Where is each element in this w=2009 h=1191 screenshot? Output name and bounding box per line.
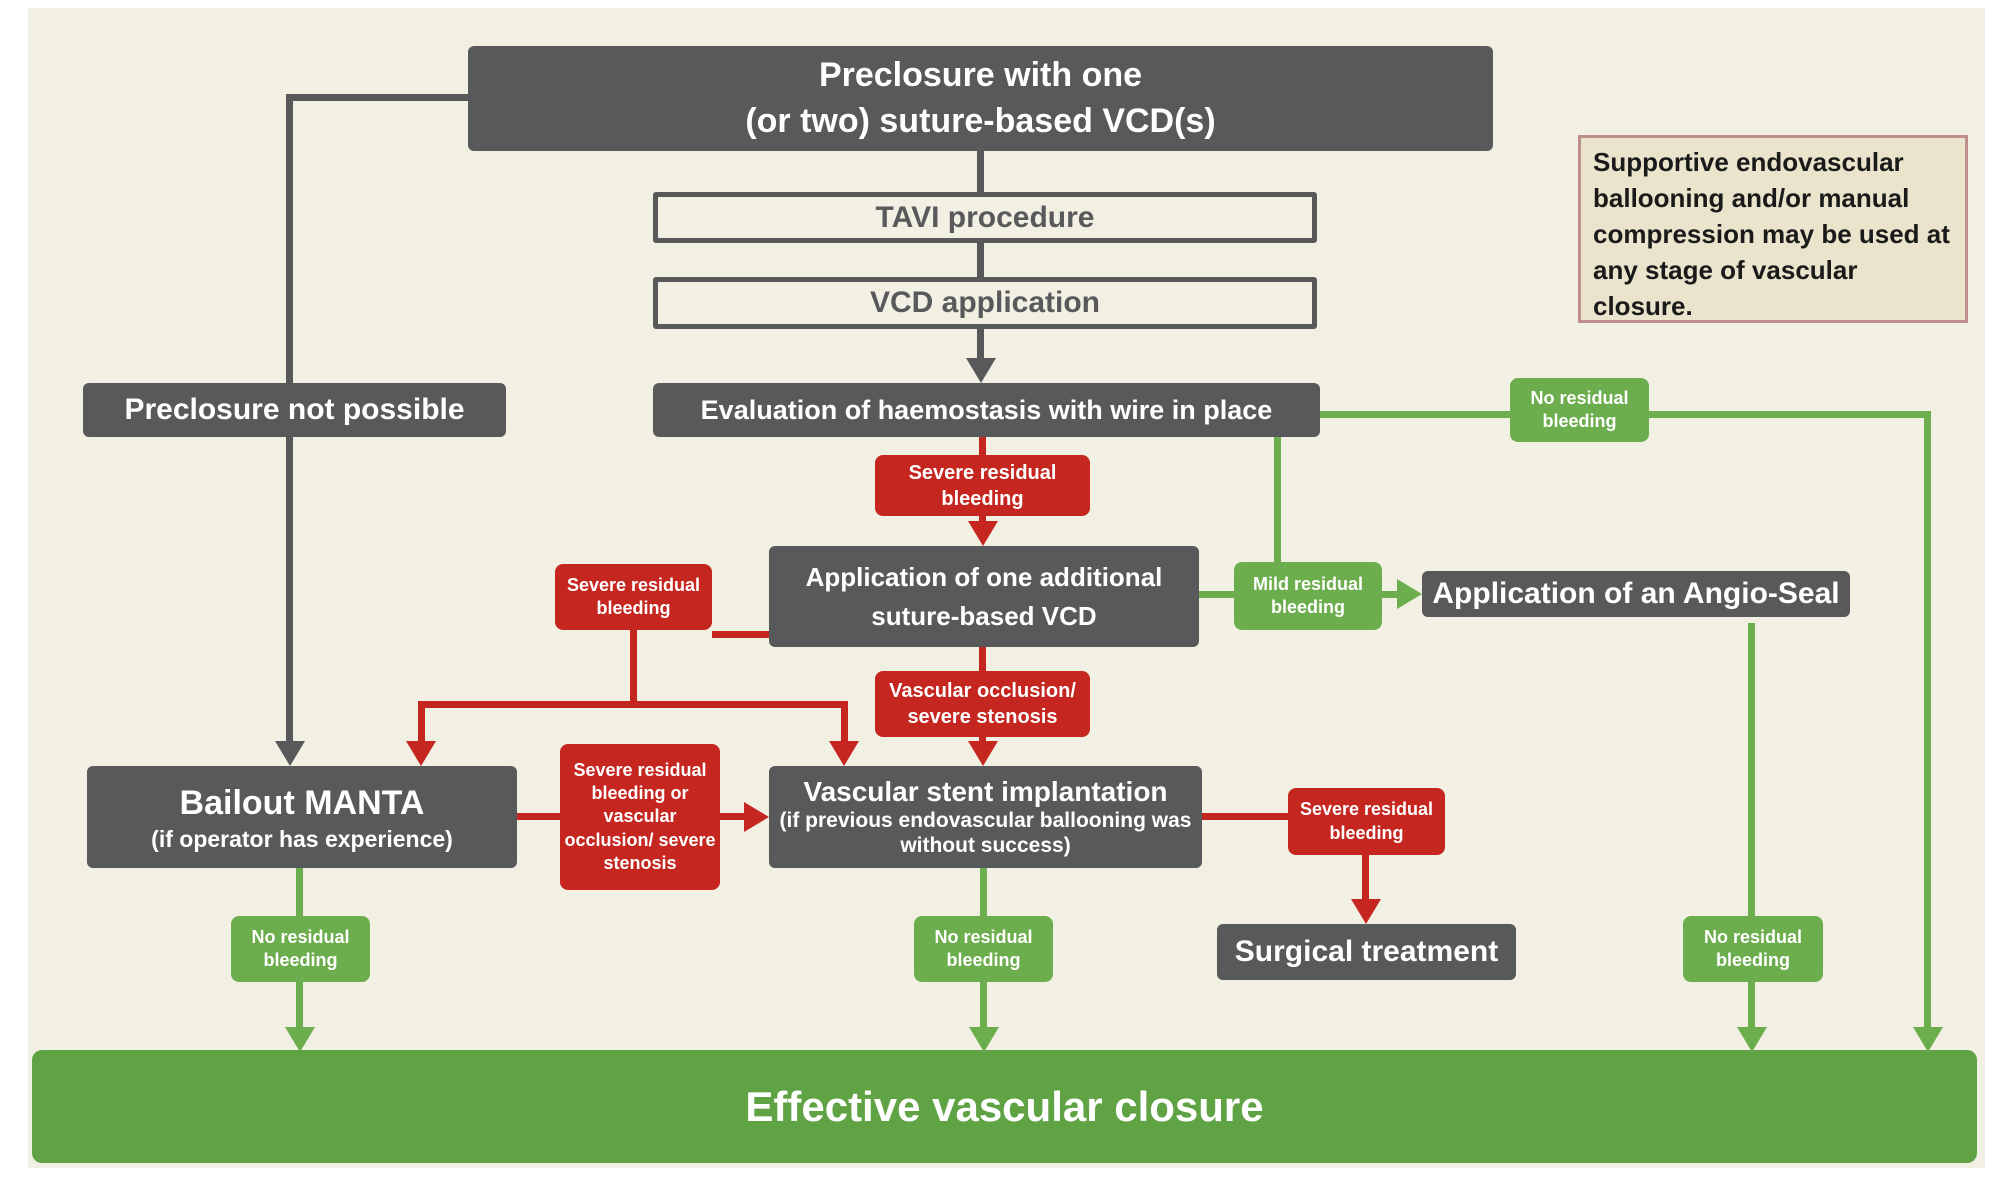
chip-mild-residual-label: Mild residual bleeding [1252, 573, 1364, 617]
arrowhead-into-manta-red [406, 741, 436, 766]
arrowhead-into-stent-center [968, 741, 998, 766]
connector-evaluation-to-mild [1274, 437, 1281, 562]
node-preclosure: Preclosure with one (or two) suture-base… [468, 46, 1493, 151]
node-manta-title: Bailout MANTA [179, 783, 425, 822]
chip-no-residual-top-label: No residual bleeding [1530, 387, 1629, 431]
note-text: Supportive endovascular ballooning and/o… [1593, 147, 1950, 321]
chip-no-residual-mid-label: No residual bleeding [934, 926, 1033, 970]
connector-red-drop-to-stent [841, 701, 848, 744]
chip-no-residual-top: No residual bleeding [1510, 378, 1649, 442]
connector-manta-to-severe-box [517, 813, 560, 820]
node-vcd-application: VCD application [653, 277, 1317, 329]
connector-severe-right-drop [1362, 855, 1369, 900]
node-additional-suture-vcd: Application of one additional suture-bas… [769, 546, 1199, 647]
connector-severe-left-to-additional-vcd [712, 631, 769, 638]
node-preclosure-line1: Preclosure with one [818, 55, 1143, 94]
arrowhead-into-bar-manta [285, 1027, 315, 1052]
node-angio-seal-label: Application of an Angio-Seal [1432, 577, 1840, 610]
node-effective-closure-label: Effective vascular closure [745, 1082, 1264, 1130]
connector-tavi-to-vcd [977, 243, 984, 277]
arrowhead-into-bar-angioseal [1737, 1027, 1767, 1052]
node-vcd-label: VCD application [869, 286, 1101, 319]
note-supportive-ballooning: Supportive endovascular ballooning and/o… [1578, 135, 1968, 323]
node-preclosure-not-possible-label: Preclosure not possible [124, 393, 465, 426]
chip-no-residual-left-label: No residual bleeding [251, 926, 350, 970]
arrowhead-into-bar-far-right [1913, 1027, 1943, 1052]
chip-mild-residual: Mild residual bleeding [1234, 562, 1382, 630]
connector-severe-box-to-stent [720, 813, 745, 820]
node-angio-seal: Application of an Angio-Seal [1422, 571, 1850, 617]
arrowhead-into-angioseal [1397, 579, 1422, 609]
connector-severe-left-drop [630, 630, 637, 705]
node-preclosure-not-possible: Preclosure not possible [83, 383, 506, 437]
node-tavi-label: TAVI procedure [875, 200, 1095, 234]
node-tavi-procedure: TAVI procedure [653, 192, 1317, 243]
node-additional-vcd-line1: Application of one additional [805, 561, 1163, 592]
node-stent-subtitle: (if previous endovascular ballooning was… [779, 808, 1192, 857]
node-evaluation-haemostasis: Evaluation of haemostasis with wire in p… [653, 383, 1320, 437]
connector-vcd-to-evaluation [977, 329, 984, 360]
node-surgical-treatment: Surgical treatment [1217, 924, 1516, 980]
connector-mild-to-angioseal [1382, 591, 1398, 598]
arrowhead-into-manta-dark [275, 741, 305, 766]
connector-red-junction-horizontal [418, 701, 848, 708]
arrowhead-into-stent-left [829, 741, 859, 766]
node-additional-vcd-line2: suture-based VCD [871, 600, 1097, 631]
node-effective-vascular-closure: Effective vascular closure [32, 1050, 1977, 1163]
connector-additional-vcd-to-mild [1199, 591, 1234, 598]
chip-severe-residual-top: Severe residual bleeding [875, 455, 1090, 516]
connector-stent-to-severe-right [1202, 813, 1288, 820]
arrowhead-into-bar-stent [969, 1027, 999, 1052]
chip-severe-residual-top-label: Severe residual bleeding [908, 461, 1057, 510]
connector-preclosure-branch-horizontal [286, 94, 468, 101]
chip-vascular-occlusion: Vascular occlusion/ severe stenosis [875, 671, 1090, 737]
chip-severe-residual-right-label: Severe residual bleeding [1299, 799, 1434, 843]
connector-right-vertical-green [1924, 411, 1931, 1029]
arrowhead-into-surgical [1351, 899, 1381, 924]
node-surgical-label: Surgical treatment [1234, 935, 1499, 968]
arrowhead-into-evaluation [966, 358, 996, 383]
arrowhead-into-additional-vcd [968, 521, 998, 546]
chip-severe-or-occlusion: Severe residual bleeding or vascular occ… [560, 744, 720, 890]
chip-no-residual-left: No residual bleeding [231, 916, 370, 982]
connector-red-drop-to-manta [418, 701, 425, 744]
chip-no-residual-mid: No residual bleeding [914, 916, 1053, 982]
node-manta-subtitle: (if operator has experience) [151, 826, 453, 853]
node-vascular-stent: Vascular stent implantation (if previous… [769, 766, 1202, 868]
chip-severe-residual-left: Severe residual bleeding [555, 564, 712, 630]
node-preclosure-line2: (or two) suture-based VCD(s) [745, 101, 1216, 140]
chip-no-residual-right-label: No residual bleeding [1703, 926, 1803, 970]
chip-severe-residual-right: Severe residual bleeding [1288, 788, 1445, 855]
chip-severe-or-occlusion-label: Severe residual bleeding or vascular occ… [564, 759, 716, 874]
connector-preclosure-to-tavi [977, 151, 984, 195]
node-evaluation-label: Evaluation of haemostasis with wire in p… [700, 394, 1273, 425]
arrowhead-right-into-stent [744, 802, 769, 832]
chip-no-residual-right: No residual bleeding [1683, 916, 1823, 982]
node-stent-title: Vascular stent implantation [803, 775, 1168, 807]
chip-severe-residual-left-label: Severe residual bleeding [566, 574, 701, 618]
node-bailout-manta: Bailout MANTA (if operator has experienc… [87, 766, 517, 868]
connector-angioseal-down [1748, 623, 1755, 1029]
chip-vascular-occlusion-label: Vascular occlusion/ severe stenosis [889, 680, 1076, 728]
